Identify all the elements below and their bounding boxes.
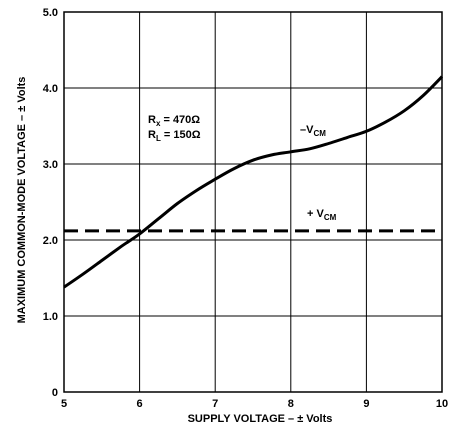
y-tick-label: 3.0 [43, 159, 58, 171]
y-tick-labels: 0 1.0 2.0 3.0 4.0 5.0 [43, 7, 58, 399]
plot-frame [63, 11, 443, 393]
series-line-minus-vcm [63, 75, 444, 289]
y-tick-label: 5.0 [43, 7, 58, 19]
rl-annotation: RL = 150Ω [148, 129, 201, 143]
x-tick-label: 6 [137, 398, 143, 410]
rx-value: = 470Ω [160, 114, 200, 126]
series-label-minus-vcm: –VCM [300, 124, 326, 138]
x-tick-label: 9 [363, 398, 369, 410]
minus-vcm-name: –V [300, 124, 314, 136]
series-label-plus-vcm: + VCM [307, 208, 337, 222]
y-tick-label: 0 [52, 387, 58, 399]
y-axis-label: MAXIMUM COMMON-MODE VOLTAGE – ± Volts [16, 77, 28, 324]
series-group [63, 75, 444, 289]
rx-symbol: R [148, 114, 156, 126]
y-tick-label: 4.0 [43, 83, 58, 95]
rl-subscript: L [156, 134, 161, 143]
rx-subscript: x [156, 119, 161, 128]
x-tick-label: 5 [61, 398, 67, 410]
plus-vcm-name: + V [307, 208, 324, 220]
minus-vcm-subscript: CM [313, 129, 326, 138]
x-axis-label: SUPPLY VOLTAGE – ± Volts [188, 413, 333, 425]
rl-symbol: R [148, 129, 156, 141]
y-tick-label: 2.0 [43, 235, 58, 247]
rl-value: = 150Ω [161, 129, 201, 141]
rx-annotation: Rx = 470Ω [148, 114, 200, 128]
grid [63, 11, 443, 393]
x-tick-label: 7 [212, 398, 218, 410]
plus-vcm-subscript: CM [324, 213, 337, 222]
y-tick-label: 1.0 [43, 311, 58, 323]
x-tick-label: 8 [288, 398, 294, 410]
x-tick-label: 10 [436, 398, 448, 410]
x-tick-labels: 5 6 7 8 9 10 [61, 398, 448, 410]
